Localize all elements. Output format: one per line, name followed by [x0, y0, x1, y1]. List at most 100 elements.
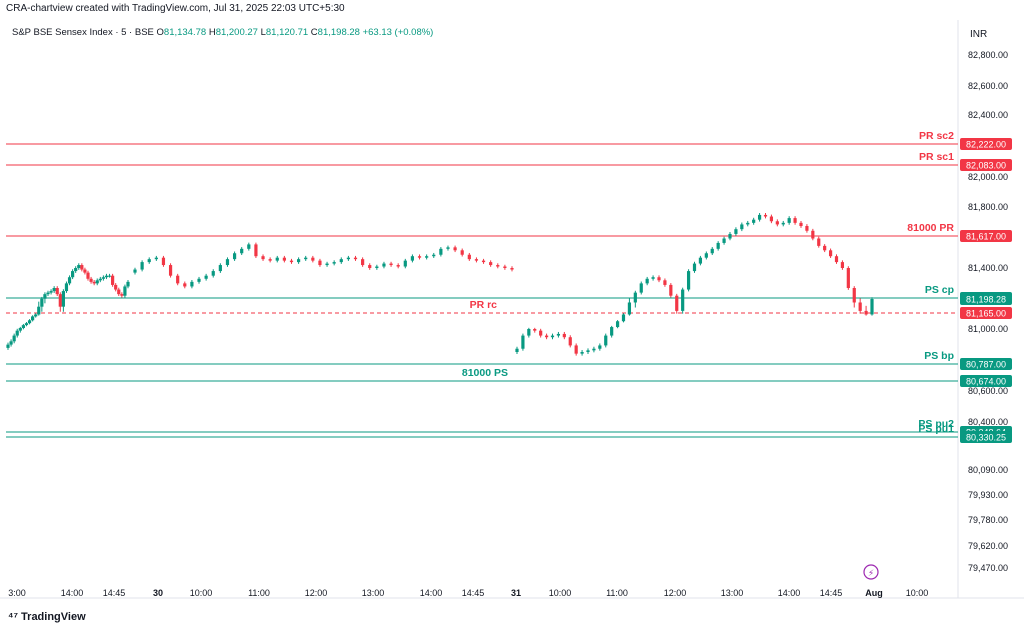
candle-body — [289, 260, 294, 263]
candle-body — [89, 278, 93, 282]
candle-body — [225, 259, 230, 266]
candle-body — [834, 256, 839, 263]
time-tick-label: 3:00 — [8, 588, 26, 598]
level-price-tag-label: 80,330.25 — [966, 433, 1006, 443]
candle-body — [176, 275, 180, 284]
candle-body — [704, 253, 708, 258]
candle-body — [204, 275, 208, 279]
last-price-tag — [960, 293, 1012, 305]
event-lightning-icon: ⚡ — [868, 569, 874, 579]
candle-body — [496, 265, 500, 267]
candle-body — [669, 284, 673, 296]
candle-body — [604, 335, 608, 346]
candle-body — [592, 348, 596, 351]
tradingview-logo-icon: ⁴⁷ — [8, 611, 22, 623]
level-price-tag-label: 82,222.00 — [966, 140, 1006, 150]
candle-body — [627, 302, 632, 315]
candle-body — [18, 328, 22, 331]
level-price-tag — [960, 375, 1012, 387]
candle-body — [67, 277, 72, 284]
candle-body — [21, 325, 25, 329]
candle-body — [439, 248, 443, 255]
candle-body — [521, 335, 525, 349]
candle-body — [95, 280, 99, 284]
candle-body — [34, 314, 38, 317]
candle-body — [716, 242, 720, 249]
level-label: PS bp — [924, 350, 954, 362]
candle-body — [752, 219, 756, 223]
candle-body — [586, 350, 590, 353]
candle-body — [46, 292, 50, 295]
last-price-label: 81,198.28 — [966, 295, 1006, 305]
candle-body — [218, 265, 222, 272]
time-tick-label: 10:00 — [906, 588, 929, 598]
candle-body — [183, 283, 187, 287]
candle-body — [254, 244, 258, 257]
close-value: 81,198.28 — [317, 27, 360, 38]
candle-body — [639, 283, 643, 293]
time-tick-label: 12:00 — [664, 588, 687, 598]
candle-body — [318, 260, 322, 266]
level-price-tag-label: 80,787.00 — [966, 360, 1006, 370]
level-label: 81000 PR — [907, 222, 954, 234]
candle-body — [247, 244, 251, 249]
symbol-name[interactable]: S&P BSE Sensex Index · 5 · BSE — [12, 27, 154, 38]
candle-body — [9, 341, 13, 345]
candle-body — [746, 222, 750, 225]
candle-body — [734, 229, 738, 234]
price-tick-label: 82,000.00 — [968, 172, 1008, 182]
candle-body — [361, 259, 365, 266]
candle-body — [346, 257, 350, 260]
candle-body — [556, 333, 561, 336]
level-price-tag — [960, 138, 1012, 150]
candle-body — [460, 250, 464, 255]
candle-body — [840, 262, 845, 268]
candle-body — [544, 335, 549, 338]
candle-body — [123, 286, 127, 296]
candle-body — [799, 222, 803, 227]
price-tick-label: 82,400.00 — [968, 110, 1008, 120]
time-tick-label: 14:45 — [462, 588, 485, 598]
level-label: PS pu2 — [918, 418, 954, 430]
level-price-tag — [960, 307, 1012, 319]
price-tick-label: 81,800.00 — [968, 202, 1008, 212]
currency-label[interactable]: INR — [970, 29, 988, 40]
level-price-tag — [960, 431, 1012, 443]
candle-body — [240, 248, 244, 254]
price-tick-label: 80,600.00 — [968, 386, 1008, 396]
candle-body — [31, 316, 35, 321]
candle-body — [232, 253, 237, 260]
candle-body — [787, 218, 791, 223]
candle-body — [80, 265, 84, 270]
candle-body — [474, 259, 479, 261]
candle-body — [675, 295, 679, 311]
candle-body — [268, 259, 272, 261]
level-label: 81000 PS — [462, 367, 508, 379]
candle-body — [757, 214, 762, 220]
candle-body — [692, 263, 697, 272]
candle-body — [527, 329, 531, 336]
tradingview-logo[interactable]: ⁴⁷ TradingView — [8, 611, 86, 623]
candle-body — [645, 278, 649, 284]
candle-body — [769, 216, 774, 222]
candle-body — [633, 292, 637, 303]
time-tick-label: 10:00 — [190, 588, 213, 598]
candle-body — [403, 260, 407, 267]
candle-body — [24, 323, 29, 326]
event-marker-icon[interactable] — [863, 564, 879, 580]
price-tick-label: 80,400.00 — [968, 417, 1008, 427]
candle-body — [27, 320, 32, 324]
candle-body — [368, 265, 372, 268]
candle-body — [728, 233, 732, 239]
candle-body — [211, 271, 215, 276]
candle-body — [71, 271, 75, 278]
open-value: 81,134.78 — [163, 27, 207, 38]
candle-body — [681, 289, 685, 311]
level-price-tag — [960, 230, 1012, 242]
level-price-tag — [960, 159, 1012, 171]
level-label: PR rc — [470, 299, 498, 311]
time-tick-label: 13:00 — [362, 588, 385, 598]
price-tick-label: 82,600.00 — [968, 81, 1008, 91]
candle-body — [775, 221, 779, 225]
